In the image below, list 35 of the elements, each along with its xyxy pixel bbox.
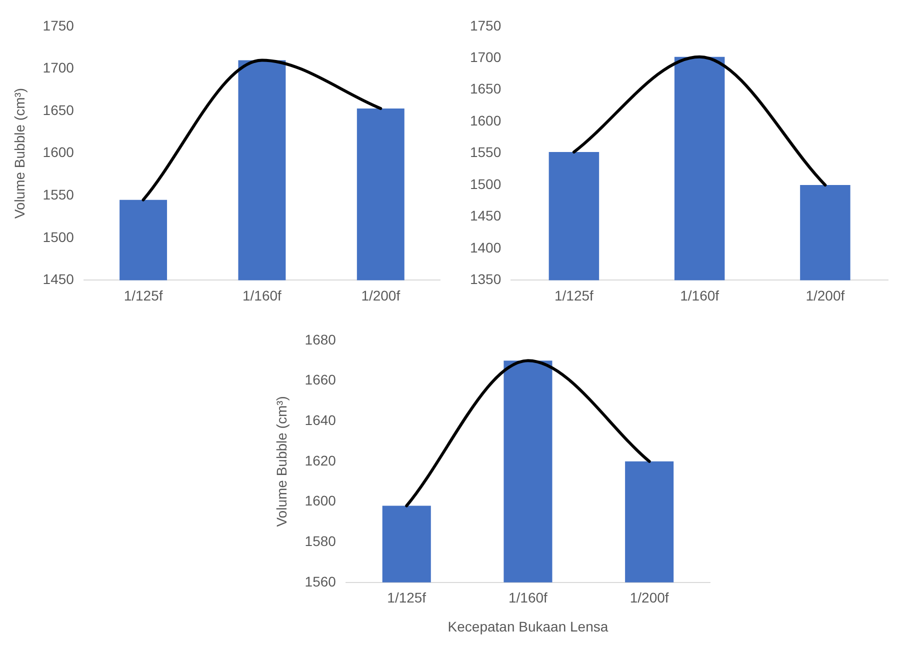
y-tick-label: 1560 (304, 573, 336, 590)
y-tick-label: 1650 (470, 80, 502, 97)
x-tick-label: 1/200f (806, 287, 845, 304)
y-tick-label: 1700 (42, 60, 74, 76)
y-tick-label: 1680 (304, 331, 336, 348)
y-tick-label: 1750 (42, 17, 74, 34)
y-tick-label: 1400 (470, 239, 502, 256)
x-tick-label: 1/125f (387, 590, 426, 606)
y-tick-label: 1750 (470, 17, 502, 34)
y-tick-label: 1640 (304, 412, 336, 428)
y-tick-label: 1550 (42, 186, 74, 202)
x-tick-label: 1/160f (680, 287, 720, 304)
y-tick-label: 1600 (304, 492, 336, 509)
y-tick-label: 1550 (470, 144, 502, 160)
x-tick-label: 1/125f (554, 287, 594, 304)
x-tick-label: 1/125f (124, 287, 163, 304)
y-tick-label: 1580 (304, 532, 336, 549)
y-axis-title: Volume Bubble (cm³) (11, 88, 28, 219)
x-tick-label: 1/160f (508, 590, 548, 606)
x-axis-title: Kecepatan Bukaan Lensa (448, 618, 608, 634)
y-tick-label: 1450 (42, 271, 74, 288)
y-tick-label: 1350 (470, 271, 502, 288)
y-tick-label: 1620 (304, 452, 336, 468)
x-tick-label: 1/200f (630, 590, 669, 606)
y-tick-label: 1660 (304, 372, 336, 388)
y-tick-label: 1500 (470, 176, 502, 192)
y-tick-label: 1600 (42, 144, 74, 160)
y-tick-label: 1500 (42, 228, 74, 245)
y-tick-label: 1700 (470, 48, 502, 65)
x-tick-label: 1/160f (242, 287, 282, 304)
x-tick-label: 1/200f (361, 287, 400, 304)
y-tick-label: 1650 (42, 102, 74, 118)
y-tick-label: 1450 (470, 208, 502, 224)
y-tick-label: 1600 (470, 112, 502, 128)
y-axis-title: Volume Bubble (cm³) (273, 396, 290, 527)
